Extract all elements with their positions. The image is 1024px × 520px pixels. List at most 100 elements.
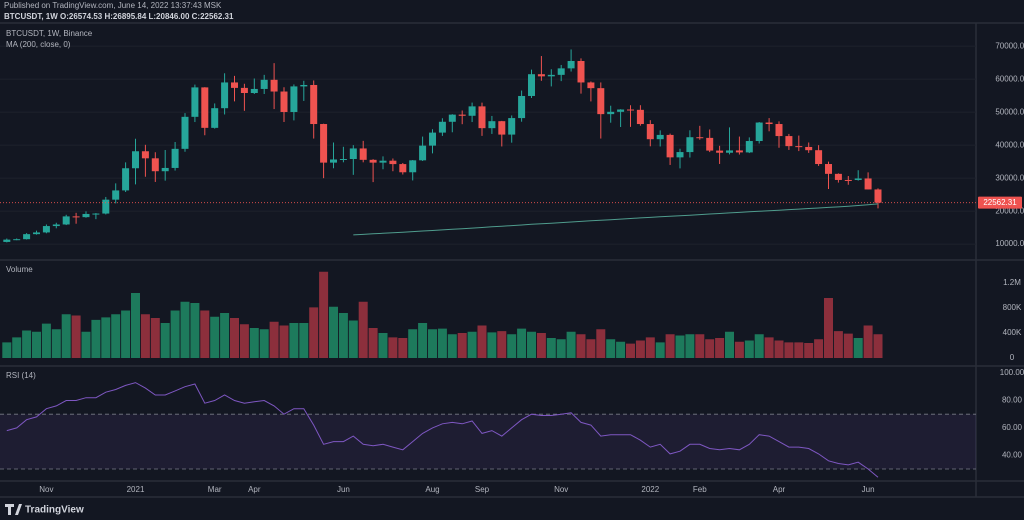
volume-bar bbox=[289, 323, 299, 358]
volume-bar bbox=[833, 331, 843, 358]
candle-body bbox=[409, 160, 417, 173]
volume-bar bbox=[804, 343, 814, 358]
volume-bar bbox=[665, 334, 675, 358]
volume-bar bbox=[12, 337, 22, 358]
candle-body bbox=[834, 173, 842, 180]
volume-bar bbox=[91, 319, 101, 358]
volume-bar bbox=[388, 337, 398, 358]
volume-bar bbox=[527, 331, 536, 358]
ma-label: MA (200, close, 0) bbox=[6, 40, 71, 49]
volume-bar bbox=[81, 331, 91, 358]
candle-body bbox=[547, 74, 555, 77]
candle-body bbox=[240, 87, 248, 94]
volume-bar bbox=[279, 325, 289, 358]
candle-body bbox=[567, 60, 575, 69]
volume-bar bbox=[754, 334, 764, 358]
candle-body bbox=[72, 216, 80, 218]
candle-body bbox=[844, 179, 852, 181]
candle-body bbox=[330, 159, 337, 163]
volume-bar bbox=[477, 325, 487, 358]
candle-body bbox=[448, 114, 456, 122]
volume-bar bbox=[348, 320, 358, 358]
candle-body bbox=[250, 88, 258, 94]
candle-body bbox=[646, 124, 654, 140]
candle-body bbox=[557, 68, 565, 75]
candle-body bbox=[42, 226, 50, 233]
volume-bar bbox=[239, 324, 249, 358]
ma-line bbox=[353, 203, 879, 236]
candle-body bbox=[399, 164, 407, 173]
brand-name: TradingView bbox=[25, 505, 84, 516]
volume-bar bbox=[685, 334, 695, 358]
volume-bar bbox=[586, 339, 596, 358]
volume-bar bbox=[51, 329, 61, 358]
volume-bar bbox=[200, 310, 210, 358]
candle-body bbox=[656, 134, 664, 140]
candle-body bbox=[171, 148, 179, 168]
candle-body bbox=[221, 82, 229, 109]
x-tick-label: 2022 bbox=[641, 485, 659, 494]
volume-bar bbox=[744, 340, 754, 358]
brand-logo: TradingView bbox=[5, 504, 84, 516]
x-tick-label: Feb bbox=[693, 485, 707, 494]
candle-body bbox=[627, 109, 634, 111]
volume-bar bbox=[259, 329, 269, 358]
volume-bar bbox=[408, 329, 418, 358]
candle-body bbox=[508, 118, 516, 135]
volume-bar bbox=[437, 328, 447, 358]
x-tick-label: Apr bbox=[248, 485, 261, 494]
volume-bar bbox=[41, 323, 51, 358]
candle-body bbox=[498, 121, 506, 135]
candle-body bbox=[52, 224, 60, 227]
volume-bar bbox=[121, 310, 131, 358]
volume-bar bbox=[220, 313, 230, 358]
y-tick-label: 20000.00 bbox=[995, 206, 1024, 215]
volume-bar bbox=[695, 334, 705, 358]
volume-bar bbox=[863, 325, 873, 358]
volume-bar bbox=[249, 328, 259, 358]
y-tick-label: 10000.00 bbox=[995, 239, 1024, 248]
y-tick-label: 1.2M bbox=[1003, 278, 1021, 287]
volume-bar bbox=[794, 342, 804, 358]
candle-body bbox=[458, 114, 466, 116]
volume-bar bbox=[61, 314, 71, 358]
candle-body bbox=[310, 84, 318, 125]
candle-body bbox=[815, 150, 823, 165]
candle-body bbox=[765, 122, 773, 125]
candle-body bbox=[696, 137, 704, 139]
candle-body bbox=[82, 213, 90, 218]
y-tick-label: 50000.00 bbox=[995, 107, 1024, 116]
candle-body bbox=[359, 148, 367, 160]
candle-body bbox=[339, 159, 347, 161]
volume-bar bbox=[645, 337, 655, 358]
candle-body bbox=[636, 109, 644, 125]
x-tick-label: Jun bbox=[337, 485, 350, 494]
volume-bar bbox=[22, 330, 32, 358]
x-tick-label: Mar bbox=[208, 485, 222, 494]
candle-body bbox=[429, 132, 436, 146]
candle-body bbox=[181, 116, 189, 149]
candle-body bbox=[607, 111, 615, 115]
x-tick-label: Sep bbox=[475, 485, 490, 494]
candle-body bbox=[785, 136, 793, 147]
volume-bar bbox=[447, 334, 457, 358]
last-price-box bbox=[978, 196, 1022, 209]
candle-body bbox=[587, 82, 595, 89]
volume-bar bbox=[517, 328, 527, 358]
x-tick-label: Apr bbox=[773, 485, 786, 494]
y-tick-label: 80.00 bbox=[1002, 396, 1023, 405]
volume-bar bbox=[230, 318, 239, 358]
y-tick-label: 100.00 bbox=[1000, 368, 1024, 377]
volume-bar bbox=[160, 323, 170, 358]
volume-bar bbox=[774, 340, 784, 358]
candle-body bbox=[290, 86, 298, 112]
candle-body bbox=[320, 124, 328, 163]
symbol-line: BTCUSDT, 1W O:26574.53 H:26895.84 L:2084… bbox=[4, 12, 234, 21]
y-tick-label: 30000.00 bbox=[995, 173, 1024, 182]
candle-body bbox=[260, 79, 268, 89]
candle-body bbox=[597, 88, 605, 115]
volume-bar bbox=[269, 321, 279, 358]
volume-bar bbox=[715, 338, 725, 358]
candle-body bbox=[369, 159, 377, 163]
y-tick-label: 60000.00 bbox=[995, 74, 1024, 83]
